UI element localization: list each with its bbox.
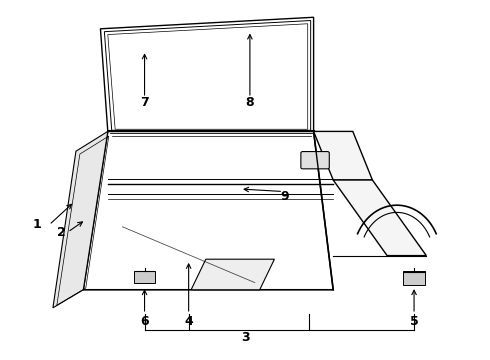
Text: 5: 5 [410, 315, 418, 328]
Text: 3: 3 [241, 331, 249, 344]
Polygon shape [333, 180, 426, 256]
Polygon shape [83, 131, 333, 290]
Text: 8: 8 [245, 96, 254, 109]
Polygon shape [191, 259, 274, 290]
Text: 6: 6 [140, 315, 149, 328]
Text: 9: 9 [280, 190, 289, 203]
Text: 2: 2 [57, 226, 66, 239]
Polygon shape [314, 131, 372, 180]
FancyBboxPatch shape [403, 271, 425, 285]
Text: 1: 1 [32, 219, 41, 231]
FancyBboxPatch shape [134, 271, 155, 283]
Polygon shape [53, 131, 108, 308]
Text: 7: 7 [140, 96, 149, 109]
FancyBboxPatch shape [301, 152, 329, 169]
Text: 4: 4 [184, 315, 193, 328]
